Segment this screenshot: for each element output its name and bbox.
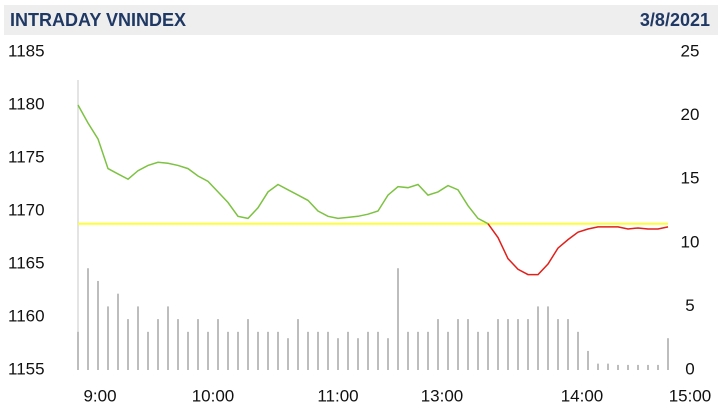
index-line	[77, 104, 489, 225]
volume-bar	[237, 331, 239, 370]
volume-bar	[187, 331, 189, 370]
volume-bar	[527, 319, 529, 370]
volume-bar	[667, 338, 669, 370]
x-tick-label: 14:00	[561, 386, 604, 405]
volume-bar	[357, 338, 359, 370]
volume-bar	[267, 331, 269, 370]
y2-tick-label: 5	[685, 296, 694, 315]
volume-bar	[407, 331, 409, 370]
y-tick-label: 1155	[8, 359, 45, 378]
volume-bar	[547, 306, 549, 370]
volume-bar	[217, 319, 219, 370]
volume-bar	[577, 331, 579, 370]
volume-bar	[517, 319, 519, 370]
volume-bar	[167, 306, 169, 370]
y-tick-label: 1180	[8, 94, 45, 113]
volume-bar	[307, 331, 309, 370]
volume-bar	[487, 331, 489, 370]
y2-tick-label: 25	[681, 41, 700, 60]
volume-bar	[97, 280, 99, 370]
volume-bar	[437, 319, 439, 370]
x-tick-label: 9:00	[83, 386, 116, 405]
volume-bar	[337, 338, 339, 370]
volume-bar	[377, 331, 379, 370]
x-tick-label: 10:00	[192, 386, 235, 405]
chart-title: INTRADAY VNINDEX	[10, 10, 186, 30]
volume-bar	[507, 319, 509, 370]
volume-bar	[317, 331, 319, 370]
volume-bar	[287, 338, 289, 370]
volume-bar	[227, 331, 229, 370]
volume-bar	[127, 319, 129, 370]
title-bar	[4, 5, 718, 35]
x-tick-label: 11:00	[317, 386, 358, 405]
volume-bar	[367, 331, 369, 370]
volume-bar	[117, 293, 119, 370]
chart-date: 3/8/2021	[640, 10, 710, 30]
volume-bar	[177, 319, 179, 370]
volume-bar	[347, 331, 349, 370]
volume-bar	[77, 331, 79, 370]
volume-bar	[467, 319, 469, 370]
y2-tick-label: 20	[681, 105, 700, 124]
volume-bar	[277, 331, 279, 370]
volume-bar	[627, 364, 629, 370]
volume-bar	[157, 319, 159, 370]
volume-bar	[207, 331, 209, 370]
volume-bar	[537, 306, 539, 370]
volume-bar	[497, 319, 499, 370]
volume-bar	[397, 268, 399, 370]
volume-bar	[587, 350, 589, 370]
index-line	[487, 223, 669, 276]
y-tick-label: 1165	[8, 253, 45, 272]
volume-bar	[257, 331, 259, 370]
volume-bar	[147, 331, 149, 370]
volume-bar	[327, 331, 329, 370]
y-tick-label: 1175	[8, 147, 45, 166]
volume-bar	[647, 364, 649, 370]
volume-bar	[557, 319, 559, 370]
volume-bar	[297, 319, 299, 370]
volume-bar	[457, 319, 459, 370]
x-tick-label: 15:00	[669, 386, 712, 405]
volume-bar	[247, 319, 249, 370]
volume-bar	[607, 363, 609, 370]
volume-bar	[657, 364, 659, 370]
volume-bar	[107, 306, 109, 370]
y2-tick-label: 0	[685, 359, 694, 378]
y-tick-label: 1170	[8, 200, 45, 219]
volume-bar	[617, 364, 619, 370]
volume-bar	[417, 331, 419, 370]
volume-bar	[427, 331, 429, 370]
volume-bar	[197, 319, 199, 370]
volume-bar	[447, 331, 449, 370]
volume-bar	[567, 319, 569, 370]
y-tick-label: 1185	[8, 41, 45, 60]
x-tick-label: 13:00	[421, 386, 464, 405]
volume-bar	[387, 338, 389, 370]
volume-bar	[637, 364, 639, 370]
y-tick-label: 1160	[8, 306, 45, 325]
y2-tick-label: 10	[681, 232, 700, 251]
volume-bar	[87, 268, 89, 370]
volume-bar	[597, 363, 599, 370]
volume-bar	[477, 331, 479, 370]
y2-tick-label: 15	[681, 169, 700, 188]
volume-bar	[137, 306, 139, 370]
